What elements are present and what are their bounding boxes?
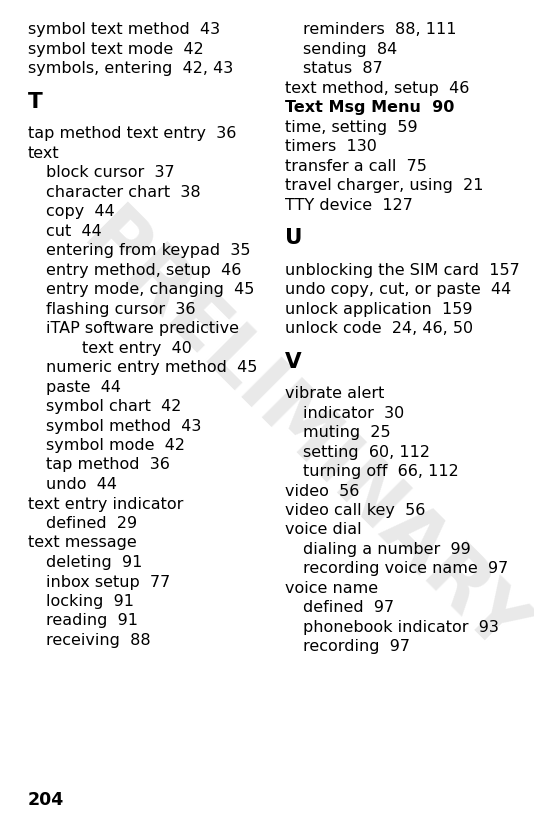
- Text: transfer a call  75: transfer a call 75: [285, 158, 427, 173]
- Text: T: T: [28, 91, 43, 111]
- Text: defined  29: defined 29: [46, 515, 137, 530]
- Text: Text Msg Menu  90: Text Msg Menu 90: [285, 99, 454, 115]
- Text: unblocking the SIM card  157: unblocking the SIM card 157: [285, 263, 520, 278]
- Text: V: V: [285, 351, 302, 371]
- Text: turning off  66, 112: turning off 66, 112: [303, 463, 459, 478]
- Text: character chart  38: character chart 38: [46, 184, 201, 199]
- Text: locking  91: locking 91: [46, 594, 134, 609]
- Text: numeric entry method  45: numeric entry method 45: [46, 359, 257, 375]
- Text: symbol text method  43: symbol text method 43: [28, 22, 220, 37]
- Text: text entry indicator: text entry indicator: [28, 496, 183, 511]
- Text: symbol text mode  42: symbol text mode 42: [28, 42, 204, 57]
- Text: receiving  88: receiving 88: [46, 632, 151, 647]
- Text: symbol mode  42: symbol mode 42: [46, 437, 185, 452]
- Text: phonebook indicator  93: phonebook indicator 93: [303, 619, 499, 635]
- Text: travel charger, using  21: travel charger, using 21: [285, 178, 483, 193]
- Text: inbox setup  77: inbox setup 77: [46, 573, 170, 589]
- Text: recording  97: recording 97: [303, 639, 410, 654]
- Text: deleting  91: deleting 91: [46, 554, 143, 569]
- Text: video  56: video 56: [285, 483, 359, 498]
- Text: tap method text entry  36: tap method text entry 36: [28, 126, 237, 140]
- Text: defined  97: defined 97: [303, 599, 394, 614]
- Text: unlock code  24, 46, 50: unlock code 24, 46, 50: [285, 321, 473, 335]
- Text: dialing a number  99: dialing a number 99: [303, 542, 471, 556]
- Text: U: U: [285, 227, 302, 247]
- Text: sending  84: sending 84: [303, 42, 397, 57]
- Text: vibrate alert: vibrate alert: [285, 385, 384, 400]
- Text: time, setting  59: time, setting 59: [285, 120, 418, 135]
- Text: reminders  88, 111: reminders 88, 111: [303, 22, 457, 37]
- Text: reading  91: reading 91: [46, 613, 138, 628]
- Text: video call key  56: video call key 56: [285, 502, 426, 517]
- Text: text: text: [28, 145, 60, 161]
- Text: text message: text message: [28, 535, 137, 550]
- Text: iTAP software predictive: iTAP software predictive: [46, 321, 239, 335]
- Text: status  87: status 87: [303, 61, 383, 76]
- Text: muting  25: muting 25: [303, 425, 391, 440]
- Text: text entry  40: text entry 40: [82, 340, 192, 355]
- Text: setting  60, 112: setting 60, 112: [303, 444, 430, 459]
- Text: entering from keypad  35: entering from keypad 35: [46, 242, 250, 257]
- Text: text method, setup  46: text method, setup 46: [285, 80, 469, 95]
- Text: voice name: voice name: [285, 580, 378, 595]
- Text: paste  44: paste 44: [46, 379, 121, 394]
- Text: symbol method  43: symbol method 43: [46, 418, 201, 433]
- Text: unlock application  159: unlock application 159: [285, 301, 473, 316]
- Text: symbol chart  42: symbol chart 42: [46, 399, 182, 414]
- Text: entry mode, changing  45: entry mode, changing 45: [46, 282, 254, 297]
- Text: flashing cursor  36: flashing cursor 36: [46, 301, 195, 316]
- Text: cut  44: cut 44: [46, 223, 102, 238]
- Text: PRELIMINARY: PRELIMINARY: [68, 199, 534, 670]
- Text: timers  130: timers 130: [285, 139, 377, 154]
- Text: TTY device  127: TTY device 127: [285, 197, 413, 212]
- Text: tap method  36: tap method 36: [46, 457, 170, 472]
- Text: symbols, entering  42, 43: symbols, entering 42, 43: [28, 61, 233, 76]
- Text: 204: 204: [28, 790, 64, 808]
- Text: undo copy, cut, or paste  44: undo copy, cut, or paste 44: [285, 282, 511, 297]
- Text: copy  44: copy 44: [46, 204, 115, 219]
- Text: recording voice name  97: recording voice name 97: [303, 561, 508, 576]
- Text: undo  44: undo 44: [46, 477, 117, 492]
- Text: block cursor  37: block cursor 37: [46, 165, 175, 180]
- Text: voice dial: voice dial: [285, 522, 362, 537]
- Text: entry method, setup  46: entry method, setup 46: [46, 263, 241, 278]
- Text: indicator  30: indicator 30: [303, 405, 404, 420]
